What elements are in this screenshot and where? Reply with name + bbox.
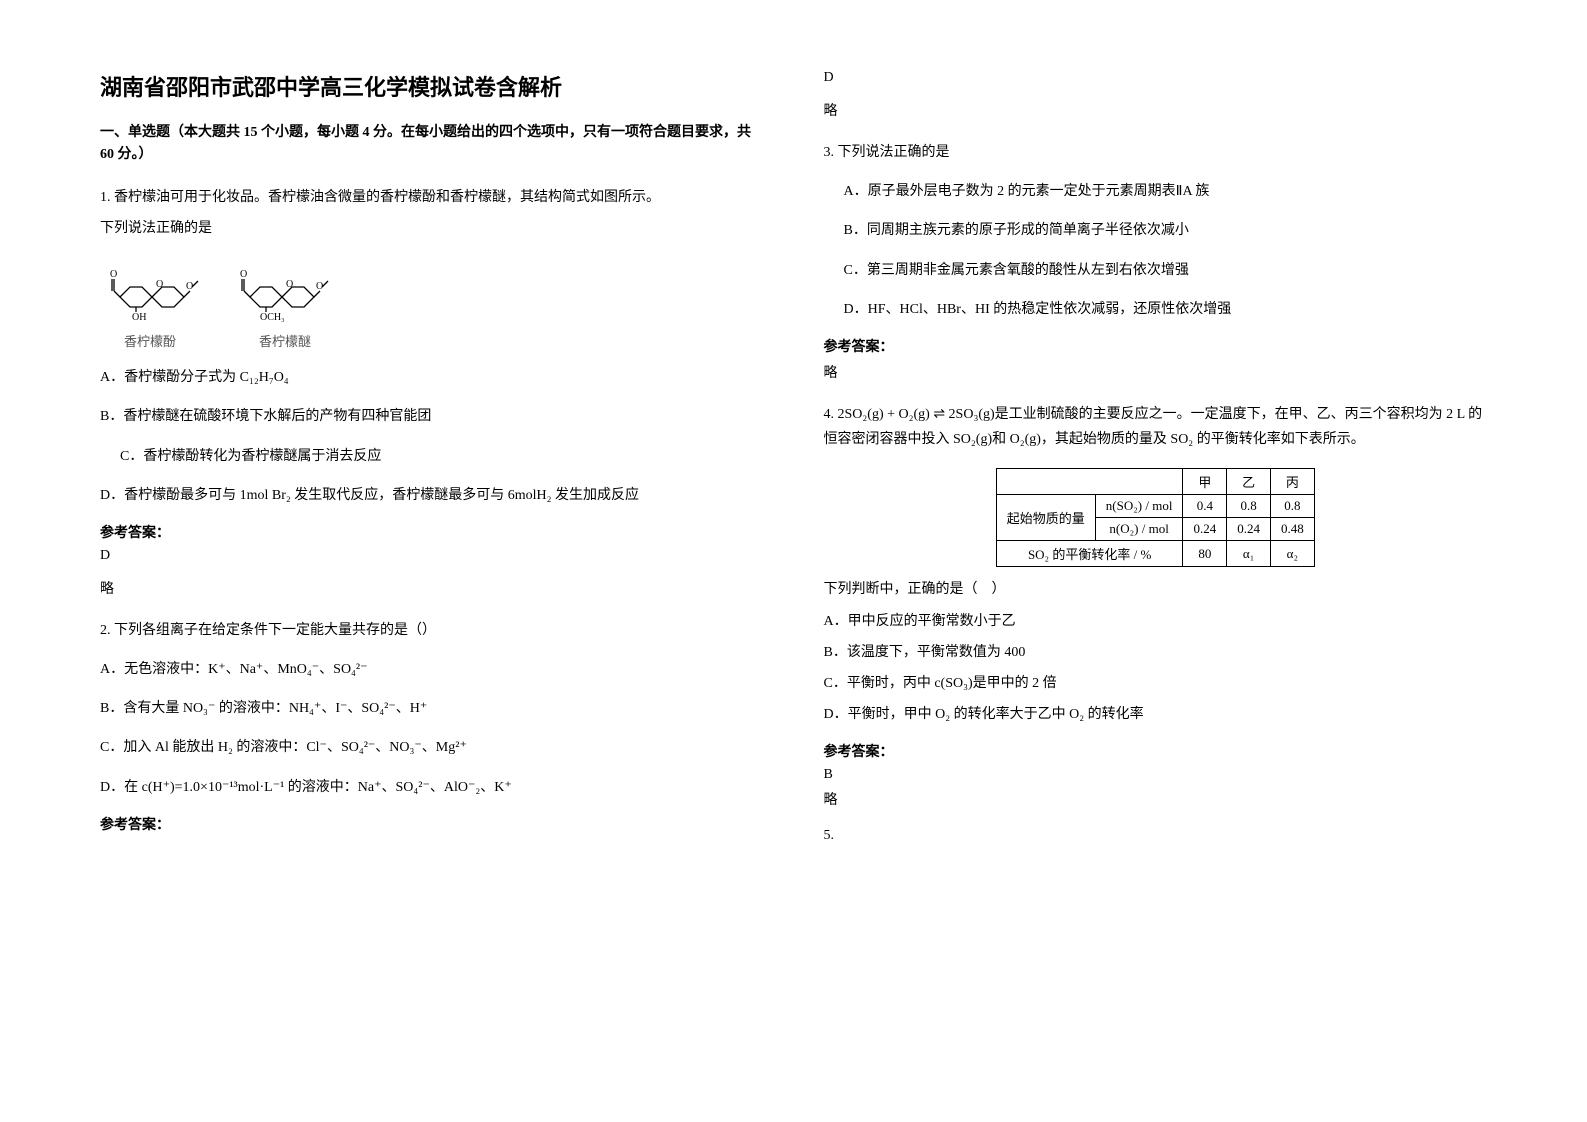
table-cell: 0.48 — [1270, 518, 1314, 541]
table-row: SO₂ 的平衡转化率 / % 80 α₁ α₂ — [996, 541, 1314, 567]
table-cell: 0.24 — [1227, 518, 1271, 541]
q2-answer: D — [824, 70, 1488, 86]
q1-option-a: A．香柠檬酚分子式为 C₁₂H₇O₄ — [100, 365, 764, 390]
section-header: 一、单选题（本大题共 15 个小题，每小题 4 分。在每小题给出的四个选项中，只… — [100, 122, 764, 167]
q2-answer-label: 参考答案： — [100, 814, 764, 834]
molecule-2-icon: O O O OCH₃ — [230, 257, 340, 327]
table-cell: 0.8 — [1270, 495, 1314, 518]
q3-option-c: C．第三周期非金属元素含氧酸的酸性从左到右依次增强 — [844, 258, 1488, 283]
q2-option-b: B．含有大量 NO₃⁻ 的溶液中：NH₄⁺、I⁻、SO₄²⁻、H⁺ — [100, 696, 764, 721]
table-cell: 80 — [1183, 541, 1227, 567]
oxygen-label: O — [110, 269, 117, 280]
table-cell: SO₂ 的平衡转化率 / % — [996, 541, 1183, 567]
q2-option-a: A．无色溶液中：K⁺、Na⁺、MnO₄⁻、SO₄²⁻ — [100, 657, 764, 682]
q1-stem-1: 1. 香柠檬油可用于化妆品。香柠檬油含微量的香柠檬酚和香柠檬醚，其结构简式如图所… — [100, 185, 764, 210]
table-cell: α₂ — [1270, 541, 1314, 567]
table-cell: 0.8 — [1227, 495, 1271, 518]
oxygen-label: O — [156, 279, 163, 290]
table-row: 甲 乙 丙 — [996, 469, 1314, 495]
figure-2-label: 香柠檬醚 — [259, 331, 311, 350]
q4-answer: B — [824, 767, 1488, 783]
oh-label: OH — [132, 312, 146, 323]
oxygen-label: O — [240, 269, 247, 280]
table-cell: n(O₂) / mol — [1095, 518, 1183, 541]
q3-option-d: D．HF、HCl、HBr、HI 的热稳定性依次减弱，还原性依次增强 — [844, 297, 1488, 322]
q1-option-d: D．香柠檬酚最多可与 1mol Br₂ 发生取代反应，香柠檬醚最多可与 6mol… — [100, 483, 764, 508]
q2-option-c: C．加入 Al 能放出 H₂ 的溶液中：Cl⁻、SO₄²⁻、NO₃⁻、Mg²⁺ — [100, 735, 764, 760]
q1-figures: O O O OH 香柠檬酚 O O O OCH₃ — [100, 257, 764, 350]
q1-answer: D — [100, 548, 764, 564]
q4-table: 甲 乙 丙 起始物质的量 n(SO₂) / mol 0.4 0.8 0.8 n(… — [996, 468, 1315, 567]
q3-stem: 3. 下列说法正确的是 — [824, 140, 1488, 165]
table-cell: 0.4 — [1183, 495, 1227, 518]
q3-option-a: A．原子最外层电子数为 2 的元素一定处于元素周期表ⅡA 族 — [844, 179, 1488, 204]
oxygen-label: O — [286, 279, 293, 290]
table-cell: 起始物质的量 — [996, 495, 1095, 541]
molecule-1-icon: O O O OH — [100, 257, 200, 327]
q1-note: 略 — [100, 578, 764, 598]
q1-stem-2: 下列说法正确的是 — [100, 216, 764, 241]
table-header: 甲 — [1183, 469, 1227, 495]
q4-answer-label: 参考答案： — [824, 741, 1488, 761]
q2-note: 略 — [824, 100, 1488, 120]
q1-option-b: B．香柠檬醚在硫酸环境下水解后的产物有四种官能团 — [100, 404, 764, 429]
table-row: 起始物质的量 n(SO₂) / mol 0.4 0.8 0.8 — [996, 495, 1314, 518]
q1-answer-label: 参考答案： — [100, 522, 764, 542]
q3-option-b: B．同周期主族元素的原子形成的简单离子半径依次减小 — [844, 218, 1488, 243]
figure-1-label: 香柠檬酚 — [124, 331, 176, 350]
q4-stem-1: 4. 2SO₂(g) + O₂(g) ⇌ 2SO₃(g)是工业制硫酸的主要反应之… — [824, 402, 1488, 452]
q5-stem: 5. — [824, 823, 1488, 848]
page-title: 湖南省邵阳市武邵中学高三化学模拟试卷含解析 — [100, 70, 764, 102]
table-cell: n(SO₂) / mol — [1095, 495, 1183, 518]
q2-stem: 2. 下列各组离子在给定条件下一定能大量共存的是（） — [100, 618, 764, 643]
q4-option-c: C．平衡时，丙中 c(SO₃)是甲中的 2 倍 — [824, 671, 1488, 696]
table-cell — [996, 469, 1183, 495]
q4-option-a: A．甲中反应的平衡常数小于乙 — [824, 609, 1488, 634]
table-cell: 0.24 — [1183, 518, 1227, 541]
table-header: 乙 — [1227, 469, 1271, 495]
table-cell: α₁ — [1227, 541, 1271, 567]
table-header: 丙 — [1270, 469, 1314, 495]
q1-figure-1: O O O OH 香柠檬酚 — [100, 257, 200, 350]
q4-option-d: D．平衡时，甲中 O₂ 的转化率大于乙中 O₂ 的转化率 — [824, 702, 1488, 727]
q3-answer-label: 参考答案： — [824, 336, 1488, 356]
q3-note: 略 — [824, 362, 1488, 382]
q1-figure-2: O O O OCH₃ 香柠檬醚 — [230, 257, 340, 350]
left-column: 湖南省邵阳市武邵中学高三化学模拟试卷含解析 一、单选题（本大题共 15 个小题，… — [100, 70, 764, 1052]
right-column: D 略 3. 下列说法正确的是 A．原子最外层电子数为 2 的元素一定处于元素周… — [824, 70, 1488, 1052]
q4-option-b: B．该温度下，平衡常数值为 400 — [824, 640, 1488, 665]
q1-option-c: C．香柠檬酚转化为香柠檬醚属于消去反应 — [120, 444, 764, 469]
q4-stem-2: 下列判断中，正确的是（ ） — [824, 577, 1488, 602]
q4-note: 略 — [824, 789, 1488, 809]
och3-label: OCH₃ — [260, 312, 285, 323]
q2-option-d: D．在 c(H⁺)=1.0×10⁻¹³mol·L⁻¹ 的溶液中：Na⁺、SO₄²… — [100, 775, 764, 800]
